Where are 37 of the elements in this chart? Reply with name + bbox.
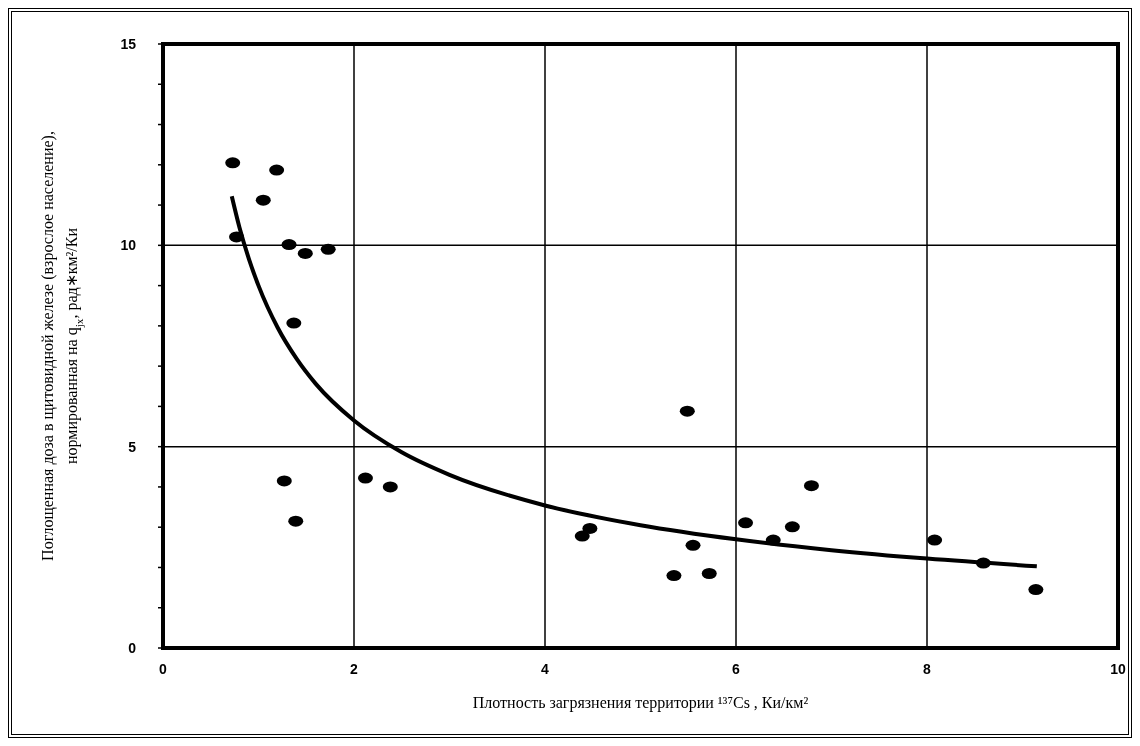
- point: [765, 534, 781, 546]
- point: [357, 472, 373, 484]
- x-tick-label: 0: [159, 660, 168, 677]
- point: [382, 481, 398, 493]
- point: [229, 231, 245, 243]
- y-tick-label: 15: [120, 35, 137, 52]
- point: [701, 568, 717, 580]
- point: [225, 157, 241, 169]
- x-axis-title: Плотность загрязнения территории ¹³⁷Cs , Ки/км²: [472, 694, 809, 712]
- point: [276, 475, 292, 487]
- point: [666, 570, 682, 582]
- x-tick-label: 4: [541, 660, 550, 677]
- point: [269, 164, 285, 176]
- point: [286, 317, 302, 329]
- point: [297, 247, 313, 259]
- x-tick-label: 10: [1110, 660, 1126, 677]
- point: [281, 239, 297, 251]
- x-tick-label: 6: [732, 660, 741, 677]
- point: [784, 521, 800, 533]
- point: [255, 194, 271, 206]
- point: [803, 480, 819, 492]
- x-tick-label: 2: [350, 660, 359, 677]
- point: [679, 405, 695, 417]
- point: [927, 534, 943, 546]
- point: [738, 517, 754, 529]
- y-tick-label: 0: [128, 639, 137, 656]
- line-series: [229, 194, 1039, 569]
- x-tick-label: 8: [923, 660, 932, 677]
- point: [320, 243, 336, 255]
- y-tick-label: 5: [128, 438, 137, 455]
- point: [685, 539, 701, 551]
- point: [288, 515, 304, 527]
- y-tick-label: 10: [120, 237, 137, 254]
- point: [582, 522, 598, 534]
- point: [1028, 584, 1044, 596]
- point: [975, 557, 991, 569]
- point: [574, 530, 590, 542]
